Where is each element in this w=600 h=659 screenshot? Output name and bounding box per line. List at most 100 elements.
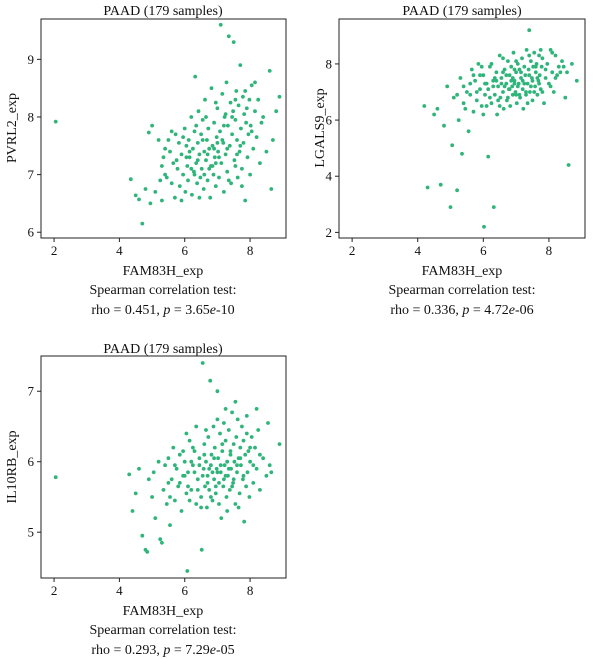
- data-point: [274, 109, 279, 114]
- data-point: [181, 172, 186, 177]
- data-points: [53, 361, 282, 573]
- data-point: [205, 473, 210, 478]
- data-point: [553, 53, 558, 58]
- data-point: [187, 149, 192, 154]
- data-point: [561, 64, 566, 69]
- data-point: [212, 146, 217, 151]
- data-point: [555, 73, 559, 78]
- data-point: [193, 74, 198, 79]
- data-point: [520, 56, 524, 61]
- data-point: [246, 449, 251, 453]
- data-point: [570, 62, 574, 66]
- data-point: [235, 463, 239, 468]
- data-point: [506, 59, 510, 63]
- plot-frame: [338, 18, 586, 239]
- x-axis-label: FAM83H_exp: [422, 264, 503, 279]
- data-point: [435, 106, 440, 111]
- data-point: [200, 361, 205, 365]
- stats-title: Spearman correlation test:: [389, 283, 536, 298]
- data-point: [219, 161, 224, 166]
- data-point: [502, 84, 507, 89]
- data-point: [209, 495, 213, 499]
- data-point: [137, 197, 141, 202]
- data-point: [509, 64, 514, 69]
- data-point: [229, 181, 234, 186]
- data-point: [163, 463, 168, 468]
- data-point: [217, 175, 221, 180]
- data-point: [237, 149, 242, 154]
- data-point: [465, 90, 469, 94]
- data-point: [468, 92, 473, 97]
- data-point: [223, 112, 228, 116]
- data-point: [233, 399, 238, 404]
- data-point: [216, 456, 221, 461]
- p-value: = 7.29: [170, 643, 209, 658]
- data-point: [504, 73, 509, 78]
- data-point: [199, 505, 204, 510]
- data-point: [508, 104, 513, 108]
- x-tick-label: 6: [480, 243, 487, 258]
- data-point: [244, 106, 249, 111]
- data-point: [220, 138, 225, 142]
- data-point: [532, 90, 537, 94]
- data-point: [540, 90, 545, 94]
- data-point: [202, 172, 207, 177]
- data-point: [241, 477, 245, 482]
- data-point: [207, 166, 212, 171]
- data-point: [228, 100, 233, 105]
- x-tick-label: 4: [116, 243, 123, 258]
- data-point: [185, 569, 190, 573]
- data-point: [251, 481, 256, 485]
- data-point: [248, 123, 253, 128]
- y-tick-label: 5: [28, 525, 35, 540]
- data-point: [140, 221, 145, 226]
- data-point: [566, 163, 571, 167]
- data-point: [514, 70, 518, 75]
- data-point: [174, 466, 179, 471]
- data-point: [218, 470, 223, 475]
- data-point: [222, 115, 227, 119]
- data-point: [539, 64, 544, 69]
- data-point: [168, 149, 172, 154]
- data-point: [177, 141, 181, 145]
- data-point: [156, 459, 161, 464]
- data-point: [187, 438, 192, 443]
- data-point: [448, 205, 453, 210]
- data-point: [197, 456, 202, 461]
- data-point: [146, 130, 151, 135]
- data-point: [179, 198, 184, 203]
- data-point: [177, 481, 182, 485]
- data-point: [527, 73, 532, 78]
- data-point: [253, 445, 257, 450]
- data-point: [194, 502, 199, 506]
- data-point: [525, 101, 530, 106]
- data-point: [168, 523, 172, 527]
- data-point: [204, 115, 208, 119]
- data-point: [471, 109, 476, 114]
- data-point: [512, 67, 517, 72]
- data-point: [161, 155, 166, 160]
- data-point: [450, 143, 455, 148]
- data-point: [151, 470, 156, 475]
- data-point: [222, 463, 227, 468]
- data-point: [130, 509, 135, 513]
- data-point: [545, 62, 550, 66]
- plot-frame: [40, 18, 287, 239]
- data-point: [128, 177, 133, 182]
- data-point: [522, 81, 527, 86]
- data-point: [481, 112, 486, 117]
- data-point: [208, 195, 213, 200]
- data-point: [522, 64, 527, 69]
- data-point: [192, 169, 196, 174]
- data-point: [264, 473, 269, 478]
- data-point: [438, 182, 443, 187]
- data-point: [171, 445, 176, 450]
- e-symbol: e: [509, 303, 515, 318]
- data-point: [213, 161, 218, 166]
- data-point: [509, 78, 514, 83]
- data-point: [213, 484, 218, 489]
- data-point: [212, 445, 217, 450]
- data-point: [216, 149, 221, 154]
- data-point: [528, 90, 532, 94]
- data-point: [519, 76, 523, 80]
